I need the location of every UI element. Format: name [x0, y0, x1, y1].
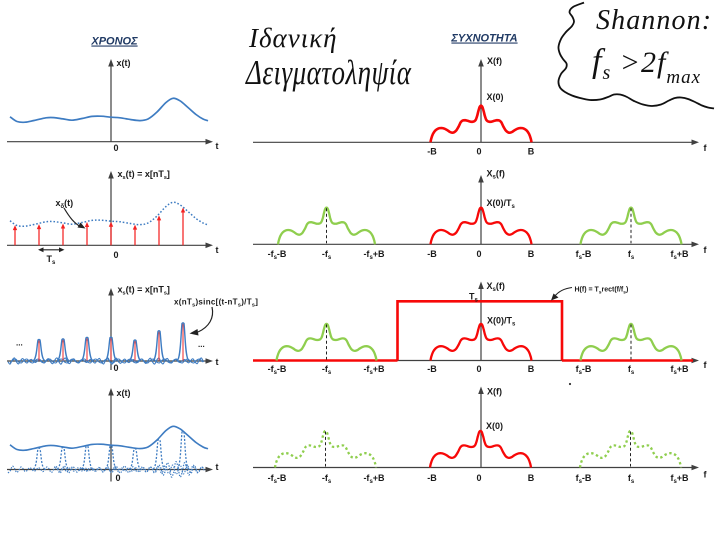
svg-text:Ts​: Ts​ [47, 254, 57, 266]
svg-text:f: f [704, 245, 708, 255]
svg-text:ΣΥΧΝΟΤΗΤΑ: ΣΥΧΝΟΤΗΤΑ [450, 33, 517, 45]
svg-text:t: t [216, 357, 219, 367]
svg-text:-fs​: -fs​ [322, 249, 332, 261]
svg-text:t: t [216, 245, 219, 255]
svg-text:Xs​(f): Xs​(f) [487, 169, 505, 181]
svg-text:x(t): x(t) [117, 388, 131, 398]
svg-text:0: 0 [114, 363, 119, 373]
svg-text:-fs​-B: -fs​-B [268, 473, 287, 485]
svg-text:-fs​-B: -fs​-B [268, 249, 287, 261]
svg-text:0: 0 [476, 249, 481, 259]
svg-text:0: 0 [476, 364, 481, 374]
svg-text:-fs​-B: -fs​-B [268, 364, 287, 376]
svg-text:0: 0 [476, 147, 481, 157]
svg-text:xδ​(t): xδ​(t) [56, 198, 74, 210]
svg-text:Shannon:: Shannon: [596, 5, 712, 36]
svg-text:B: B [528, 147, 535, 157]
svg-text:X(0): X(0) [486, 421, 503, 431]
svg-text:X(f): X(f) [487, 387, 502, 397]
svg-text:X(f): X(f) [487, 56, 502, 66]
svg-text:H(f) = Ts​rect(f/fs​): H(f) = Ts​rect(f/fs​) [575, 287, 629, 296]
svg-text:t: t [216, 141, 219, 151]
svg-text:ΧΡΟΝΟΣ: ΧΡΟΝΟΣ [90, 36, 138, 48]
svg-text:Ts​: Ts​ [469, 292, 479, 304]
svg-text:fs​: fs​ [628, 364, 635, 376]
svg-text:fs​: fs​ [628, 473, 635, 485]
svg-text:t: t [216, 462, 219, 472]
svg-text:B: B [528, 473, 535, 483]
svg-text:Δειγματοληψία: Δειγματοληψία [244, 53, 411, 92]
svg-text:B: B [528, 364, 535, 374]
svg-text:-B: -B [427, 364, 437, 374]
svg-text:0: 0 [114, 143, 119, 153]
svg-text:0: 0 [116, 473, 121, 483]
svg-text:xs​(t) = x[nTs​]: xs​(t) = x[nTs​] [118, 169, 170, 181]
svg-text:X(0)/Ts​: X(0)/Ts​ [487, 316, 516, 328]
svg-text:X(0): X(0) [487, 92, 504, 102]
svg-text:-fs​+B: -fs​+B [363, 364, 385, 376]
svg-text:-fs​+B: -fs​+B [363, 473, 385, 485]
svg-text:f: f [704, 470, 708, 480]
svg-text:-B: -B [427, 473, 437, 483]
svg-text:B: B [528, 249, 535, 259]
svg-text:-fs​+B: -fs​+B [363, 249, 385, 261]
svg-text:-fs​: -fs​ [322, 364, 332, 376]
svg-text:...: ... [16, 339, 23, 348]
svg-text:-fs​: -fs​ [322, 473, 332, 485]
svg-text:f: f [704, 143, 708, 153]
svg-text:Xs​(f): Xs​(f) [487, 281, 505, 293]
svg-text:fs​: fs​ [628, 249, 635, 261]
svg-text:x(nTs​)sinc[(t-nTs​)/Ts​]: x(nTs​)sinc[(t-nTs​)/Ts​] [174, 298, 258, 309]
svg-text:Ιδανική: Ιδανική [248, 23, 338, 53]
svg-text:xs​(t) = x[nTs​]: xs​(t) = x[nTs​] [118, 285, 170, 297]
svg-text:0: 0 [114, 250, 119, 260]
svg-text:-B: -B [427, 147, 437, 157]
svg-text:X(0)/Ts​: X(0)/Ts​ [487, 198, 516, 210]
svg-text:f: f [704, 360, 708, 370]
svg-text:...: ... [198, 340, 205, 349]
svg-text:0: 0 [476, 473, 481, 483]
svg-text:x(t): x(t) [117, 58, 131, 68]
svg-text:-B: -B [427, 249, 437, 259]
